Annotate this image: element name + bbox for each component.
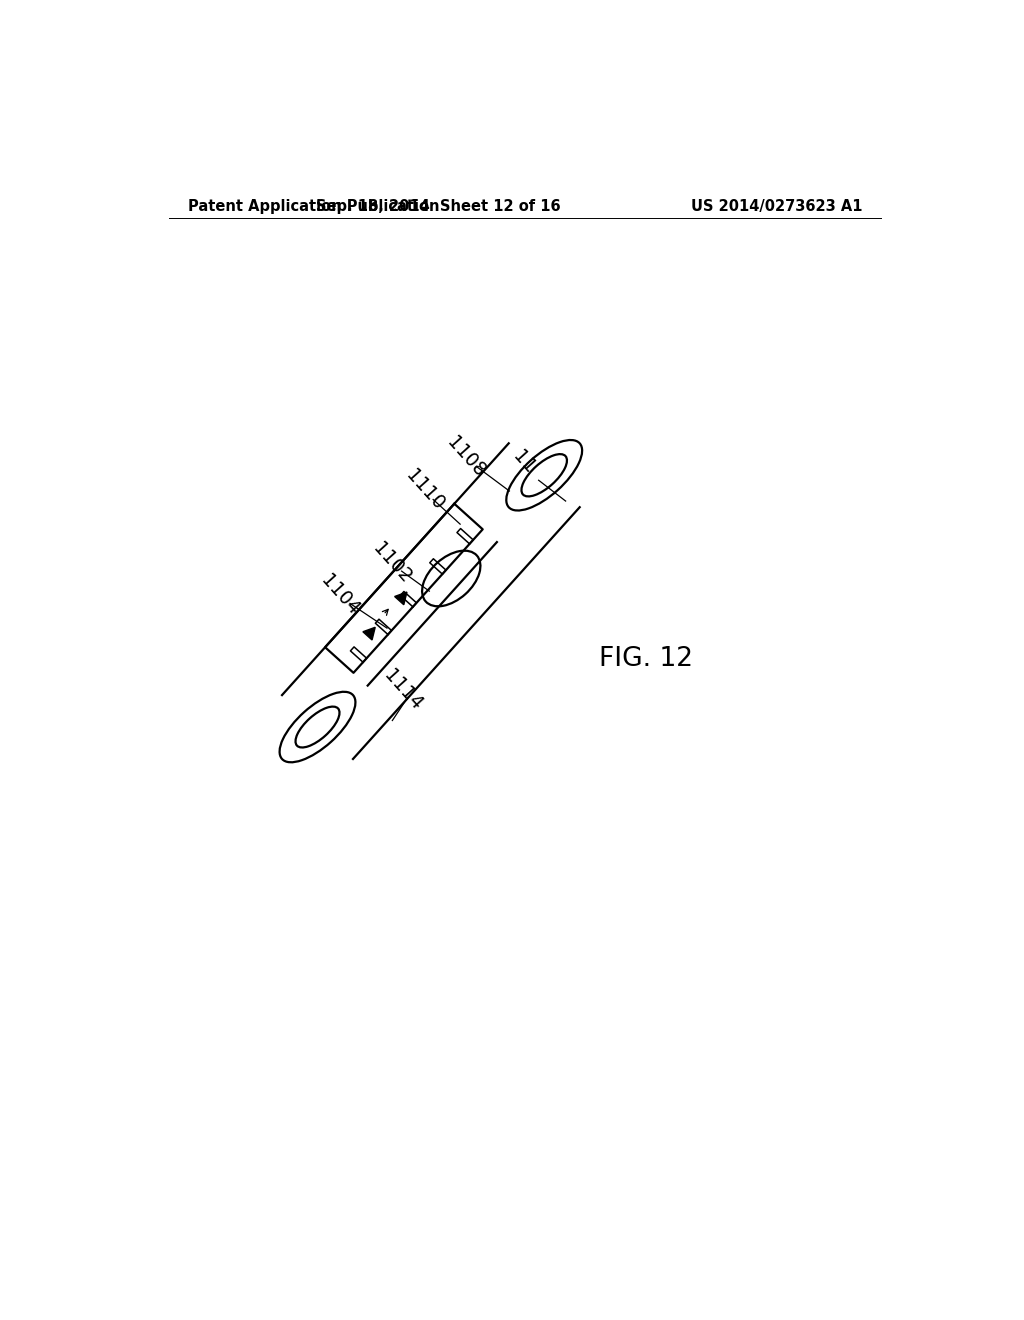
Polygon shape [394, 593, 407, 605]
Text: 1114: 1114 [380, 665, 426, 714]
Polygon shape [362, 627, 375, 640]
Ellipse shape [296, 706, 340, 747]
Ellipse shape [521, 454, 567, 496]
Text: Sep. 18, 2014  Sheet 12 of 16: Sep. 18, 2014 Sheet 12 of 16 [316, 199, 561, 214]
Text: 1102: 1102 [370, 539, 416, 586]
Ellipse shape [422, 550, 480, 606]
Text: 1104: 1104 [317, 572, 362, 619]
Text: 1112: 1112 [509, 447, 555, 495]
Ellipse shape [280, 692, 355, 762]
Text: US 2014/0273623 A1: US 2014/0273623 A1 [690, 199, 862, 214]
Text: Patent Application Publication: Patent Application Publication [188, 199, 440, 214]
Ellipse shape [506, 440, 582, 511]
Text: 1110: 1110 [402, 466, 449, 513]
Text: 1108: 1108 [443, 433, 489, 482]
Text: FIG. 12: FIG. 12 [599, 645, 692, 672]
